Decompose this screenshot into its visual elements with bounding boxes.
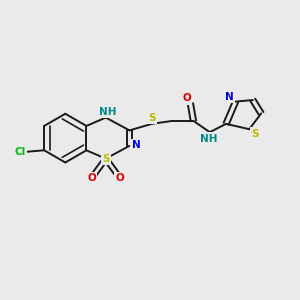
Text: O: O	[182, 93, 191, 103]
Text: NH: NH	[200, 134, 218, 144]
Text: S: S	[148, 113, 155, 123]
Text: Cl: Cl	[14, 147, 26, 157]
Text: N: N	[132, 140, 140, 150]
Text: N: N	[225, 92, 234, 102]
Text: S: S	[102, 154, 110, 164]
Text: NH: NH	[98, 107, 116, 117]
Text: S: S	[251, 129, 259, 139]
Text: O: O	[116, 173, 124, 183]
Text: O: O	[87, 173, 96, 183]
